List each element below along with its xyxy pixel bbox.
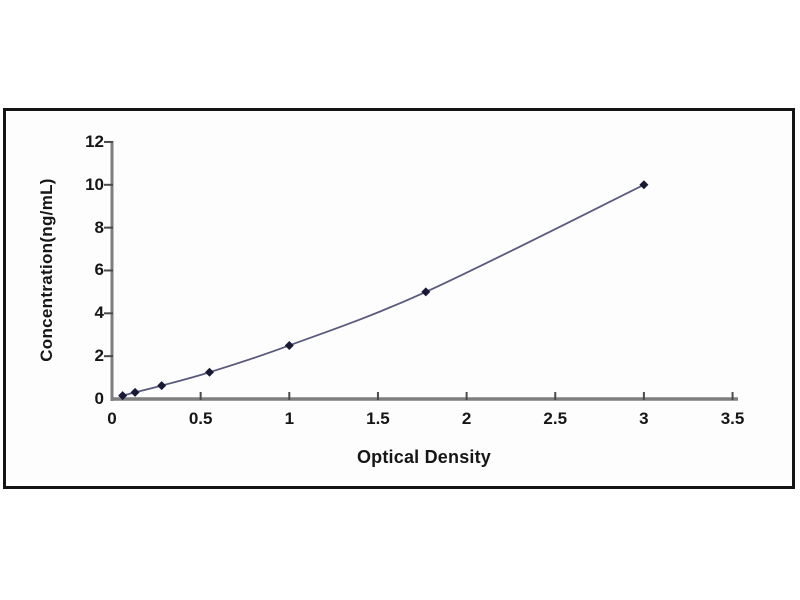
y-axis-title: Concentration(ng/mL) bbox=[37, 178, 56, 362]
x-tick-label: 1 bbox=[284, 409, 295, 428]
x-tick-label: 1.5 bbox=[366, 409, 390, 428]
data-point-marker bbox=[205, 367, 215, 377]
y-tick-label: 8 bbox=[94, 217, 104, 237]
x-tick-label: 3 bbox=[639, 409, 649, 428]
x-tick-label: 3.5 bbox=[720, 409, 745, 428]
x-tick-label: 2 bbox=[461, 409, 472, 428]
data-point-marker bbox=[118, 391, 128, 401]
chart-panel bbox=[3, 108, 795, 489]
y-tick-label: 10 bbox=[85, 174, 104, 194]
x-tick-label: 0.5 bbox=[188, 409, 213, 428]
data-point-marker bbox=[157, 381, 167, 391]
x-tick-label: 0 bbox=[107, 409, 117, 428]
y-tick-label: 6 bbox=[94, 260, 104, 280]
y-tick-label: 12 bbox=[85, 131, 104, 151]
x-tick-label: 2.5 bbox=[543, 409, 568, 428]
data-point-marker bbox=[130, 387, 140, 397]
curve-line bbox=[122, 183, 645, 397]
data-point-marker bbox=[421, 287, 431, 297]
y-tick-label: 4 bbox=[94, 303, 104, 323]
y-tick-label: 0 bbox=[94, 389, 104, 408]
data-point-marker bbox=[639, 180, 649, 190]
y-tick-label: 2 bbox=[94, 346, 104, 366]
data-point-marker bbox=[284, 340, 294, 350]
x-axis-title: Optical Density bbox=[356, 447, 492, 467]
